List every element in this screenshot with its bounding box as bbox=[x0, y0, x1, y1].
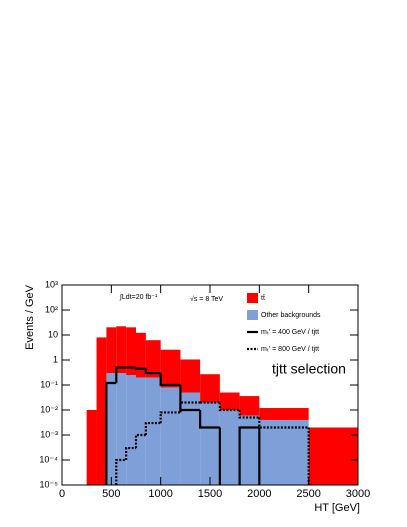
hist-step bbox=[238, 410, 260, 419]
legend: tt̄ Other backgrounds mₜ′ = 400 GeV / tjtt… bbox=[247, 293, 321, 353]
legend-label: Other backgrounds bbox=[261, 312, 321, 319]
legend-swatch bbox=[247, 310, 258, 320]
legend-label: mₜ′ = 400 GeV / tjtt bbox=[261, 329, 319, 336]
hist-bar bbox=[239, 396, 260, 416]
hist-bar bbox=[239, 415, 260, 485]
hist-step bbox=[105, 381, 117, 485]
hist-step bbox=[238, 426, 260, 485]
hist-bar bbox=[136, 377, 146, 485]
y-tick-label: 10² bbox=[45, 304, 58, 314]
hist-bar bbox=[259, 419, 309, 485]
x-tick-label: 1500 bbox=[198, 488, 222, 500]
hist-step bbox=[115, 458, 127, 485]
x-tick-label: 0 bbox=[59, 488, 65, 500]
legend-label: mₜ′ = 800 GeV / tjtt bbox=[261, 346, 319, 353]
hist-step bbox=[179, 385, 201, 412]
hist-step bbox=[258, 417, 309, 429]
hist-step bbox=[125, 446, 136, 460]
annotation: tjtt selection bbox=[272, 361, 346, 377]
hist-bar bbox=[160, 349, 181, 388]
y-axis-label: Events / GeV bbox=[24, 284, 36, 349]
hist-step bbox=[115, 366, 127, 384]
hist-step bbox=[199, 410, 220, 429]
y-tick-label: 10 bbox=[48, 329, 58, 339]
hist-bar bbox=[200, 374, 220, 403]
hist-bar bbox=[180, 392, 201, 485]
hist-bar bbox=[200, 402, 220, 485]
hist-bar bbox=[259, 408, 309, 420]
hist-step bbox=[218, 402, 240, 412]
hist-bar bbox=[145, 340, 161, 378]
hist-bar bbox=[219, 410, 240, 485]
hist-bar bbox=[160, 387, 181, 485]
y-tick-label: 10⁻³ bbox=[40, 429, 58, 439]
hist-bar bbox=[106, 327, 117, 374]
y-tick-label: 10⁻¹ bbox=[40, 379, 58, 389]
y-tick-label: 10⁻⁵ bbox=[40, 479, 59, 489]
hist-bar bbox=[96, 337, 107, 485]
hist-step bbox=[144, 368, 161, 375]
y-tick-label: 10⁻⁴ bbox=[39, 454, 58, 464]
hist-bar bbox=[145, 377, 161, 485]
annotation: √s = 8 TeV bbox=[190, 295, 223, 303]
hist-step bbox=[134, 433, 146, 449]
x-tick-label: 2500 bbox=[296, 488, 320, 500]
x-tick-label: 2000 bbox=[247, 488, 271, 500]
hist-bar bbox=[180, 359, 201, 393]
hist-step bbox=[159, 411, 181, 424]
hist-bar bbox=[116, 373, 127, 485]
legend-swatch bbox=[247, 293, 258, 303]
hist-step bbox=[159, 373, 181, 387]
y-tick-label: 10³ bbox=[45, 279, 58, 289]
hist-bar bbox=[106, 373, 117, 485]
hist-bar bbox=[126, 327, 136, 376]
y-tick-label: 10⁻² bbox=[40, 404, 58, 414]
x-axis-label: HT [GeV] bbox=[314, 502, 360, 514]
hist-bar bbox=[126, 375, 136, 485]
legend-label: tt̄ bbox=[261, 294, 265, 302]
plot-area bbox=[86, 326, 358, 485]
y-tick-label: 1 bbox=[53, 354, 58, 364]
annotation: ∫Ldt=20 fb⁻¹ bbox=[119, 294, 158, 301]
hist-bar bbox=[308, 427, 358, 485]
hist-bar bbox=[86, 410, 97, 485]
hist-step bbox=[134, 367, 146, 370]
hist-step bbox=[144, 421, 161, 435]
hist-bar bbox=[116, 326, 127, 374]
x-tick-label: 500 bbox=[102, 488, 120, 500]
hist-bar bbox=[136, 332, 146, 378]
x-tick-label: 1000 bbox=[148, 488, 172, 500]
hist-bar bbox=[219, 392, 240, 410]
x-tick-label: 3000 bbox=[346, 488, 370, 500]
